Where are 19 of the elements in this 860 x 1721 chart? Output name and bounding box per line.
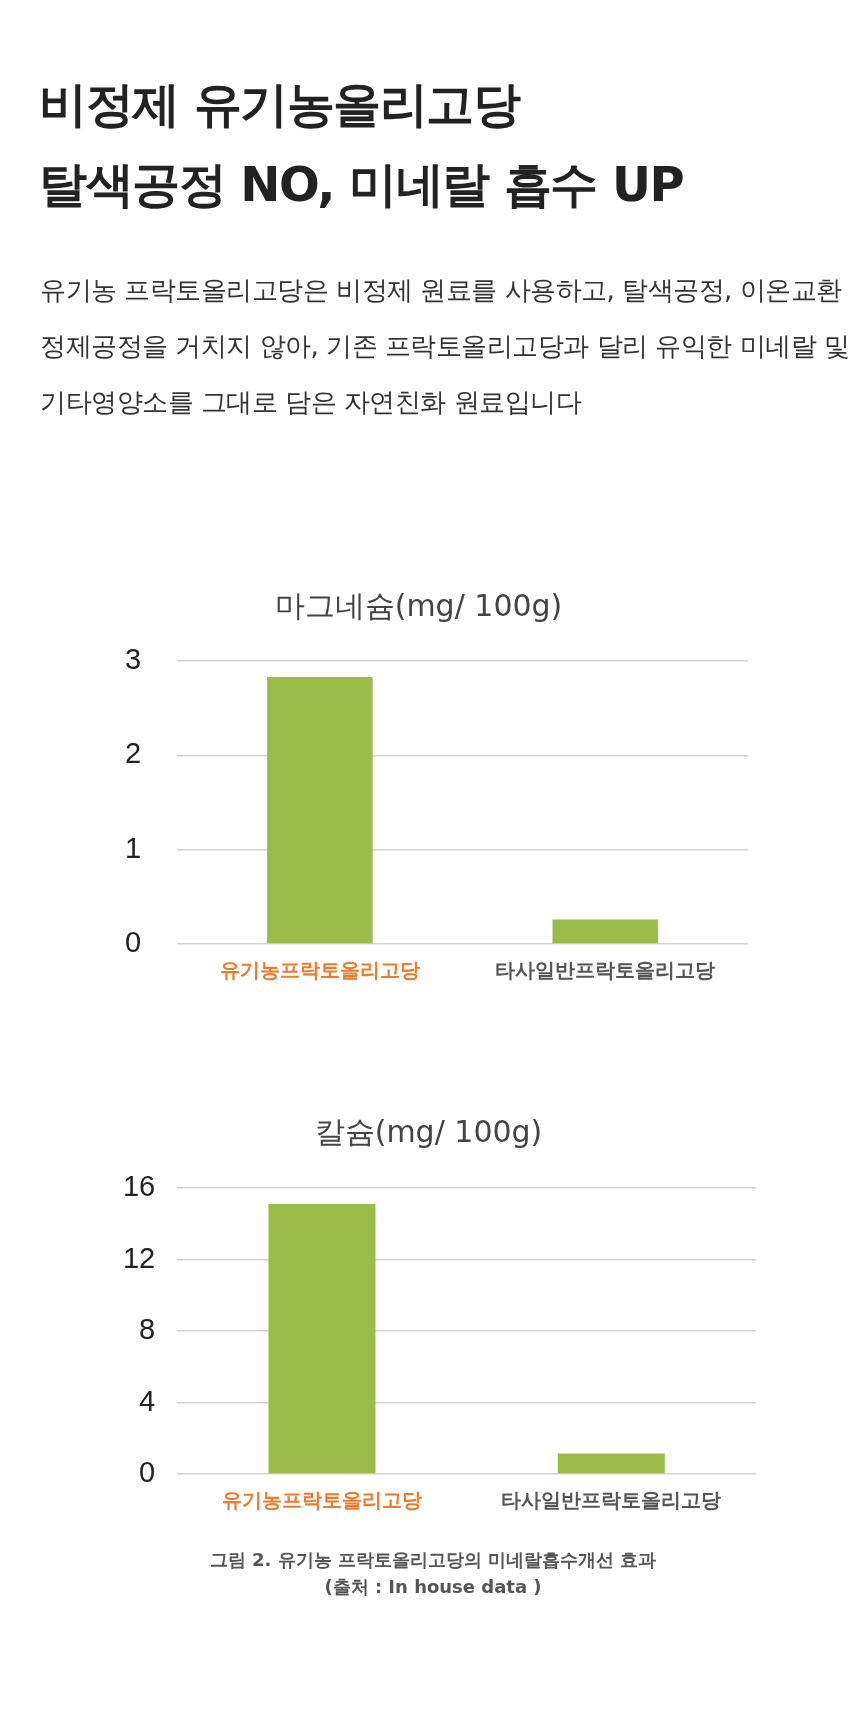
y-tick-label: 3 [124, 643, 142, 675]
text: 비정제 유기농올리고당 탈색공정 NO, 미네랄 흡수 UP [39, 75, 684, 214]
x-tick-label: 유기농프락토올리고당 [219, 958, 420, 983]
y-tick-label: 0 [124, 926, 142, 958]
y-tick-label: 2 [124, 737, 142, 770]
caption: 그림 2. 유기농 프락토올리고당의 미네랄흡수개선 효과 [208, 1548, 658, 1572]
y-tick-label: 16 [122, 1170, 156, 1202]
y-tick-label: 8 [139, 1313, 156, 1345]
x-tick-label: 유기농프락토올리고당 [221, 1488, 422, 1513]
chart-title: 칼슘(mg/ 100g) [314, 1113, 543, 1149]
y-tick-label: 1 [124, 831, 142, 864]
text: (출처 : In house data ) [323, 1575, 543, 1599]
y-tick-label: 0 [139, 1456, 156, 1488]
text: 유기농 프락토올리고당은 비정제 원료를 사용하고, 탈색공정, 이온교환 정제공정을 거치지 않아, 기존 프락토올리고당과 달리 유익한 미네랄 및 기타영양소를 그대로 담은 자연친화 원료입니다 [40, 274, 851, 419]
chart-title: 마그네슘(mg/ 100g) [274, 587, 563, 623]
x-tick-label: 타사일반프락토올리고당 [501, 1488, 722, 1513]
y-tick-label: 12 [122, 1241, 156, 1274]
y-tick-label: 4 [139, 1384, 156, 1417]
x-tick-label: 타사일반프락토올리고당 [495, 958, 716, 983]
